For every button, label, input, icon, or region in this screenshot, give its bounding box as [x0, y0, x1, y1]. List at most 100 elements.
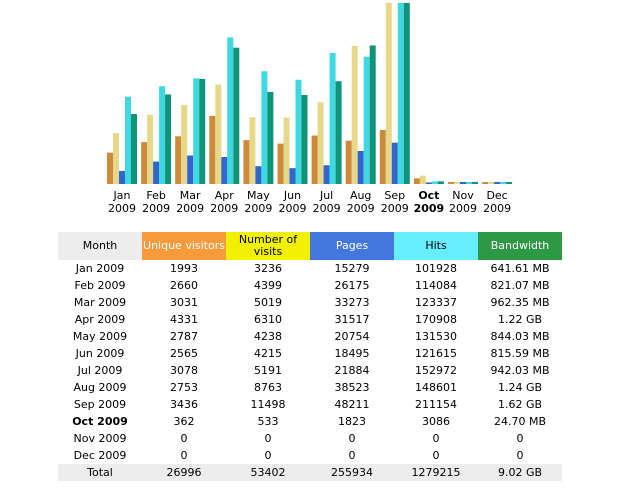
bar — [277, 143, 284, 184]
value-cell: 533 — [257, 415, 279, 428]
table-row: Mar 2009 3031 5019 33273 123337 962.35 MB — [58, 294, 562, 311]
value-cell: 815.59 MB — [490, 347, 550, 360]
value-cell: 5019 — [254, 296, 282, 309]
bar — [329, 52, 336, 184]
bar — [227, 37, 234, 184]
bar — [187, 155, 194, 184]
total-cell: 53402 — [226, 464, 310, 481]
bar — [506, 182, 513, 184]
table-row: Oct 2009 362 533 1823 3086 24.70 MB — [58, 413, 562, 430]
bar — [431, 181, 438, 184]
bar — [482, 182, 489, 184]
value-cell: 101928 — [415, 262, 457, 275]
table-row: Jan 2009 1993 3236 15279 101928 641.61 MB — [58, 260, 562, 277]
bar — [391, 142, 398, 184]
x-tick-label: Aug 2009 — [346, 189, 375, 215]
value-cell: 1.24 GB — [497, 381, 543, 394]
bar — [437, 181, 444, 184]
value-cell: 1.22 GB — [497, 313, 543, 326]
bar — [107, 152, 113, 184]
month-cell: Jun 2009 — [75, 347, 125, 360]
bar — [209, 115, 216, 184]
bar — [159, 86, 166, 184]
month-cell: Apr 2009 — [74, 313, 126, 326]
table-row: Jul 2009 3078 5191 21884 152972 942.03 MB — [58, 362, 562, 379]
value-cell: 942.03 MB — [490, 364, 550, 377]
month-cell: May 2009 — [72, 330, 128, 343]
bar — [147, 114, 154, 184]
bar — [181, 104, 188, 184]
column-header: Pages — [310, 232, 394, 260]
month-cell: Feb 2009 — [74, 279, 126, 292]
total-cell: 26996 — [142, 464, 226, 481]
value-cell: 3086 — [422, 415, 450, 428]
bar — [363, 56, 370, 185]
month-header: Month — [58, 232, 142, 260]
value-cell: 11498 — [250, 398, 286, 411]
x-tick-label: Jul 2009 — [312, 189, 341, 215]
value-cell: 0 — [516, 432, 524, 445]
bar — [119, 170, 125, 184]
value-cell: 121615 — [415, 347, 457, 360]
value-cell: 131530 — [415, 330, 457, 343]
value-cell: 8763 — [254, 381, 282, 394]
month-cell: Aug 2009 — [73, 381, 127, 394]
bar — [261, 71, 268, 184]
bar — [397, 3, 404, 184]
x-tick-label: Mar 2009 — [176, 189, 205, 215]
table-row: May 2009 2787 4238 20754 131530 844.03 MB — [58, 328, 562, 345]
bar — [199, 78, 206, 184]
month-cell: Dec 2009 — [73, 449, 127, 462]
total-label: Total — [58, 464, 142, 481]
month-cell: Jan 2009 — [75, 262, 125, 275]
value-cell: 26175 — [334, 279, 370, 292]
bar — [289, 168, 296, 184]
value-cell: 962.35 MB — [490, 296, 550, 309]
bar — [249, 117, 256, 184]
value-cell: 0 — [180, 432, 188, 445]
month-cell: Oct 2009 — [72, 415, 128, 428]
value-cell: 148601 — [415, 381, 457, 394]
value-cell: 2565 — [170, 347, 198, 360]
value-cell: 4399 — [254, 279, 282, 292]
bar — [454, 182, 460, 184]
value-cell: 1993 — [170, 262, 198, 275]
bar — [141, 142, 148, 184]
value-cell: 4238 — [254, 330, 282, 343]
value-cell: 3078 — [170, 364, 198, 377]
table-row: Apr 2009 4331 6310 31517 170908 1.22 GB — [58, 311, 562, 328]
value-cell: 1823 — [338, 415, 366, 428]
bar — [413, 178, 420, 184]
value-cell: 3436 — [170, 398, 198, 411]
bar — [153, 161, 160, 184]
chart — [107, 3, 513, 185]
value-cell: 3236 — [254, 262, 282, 275]
table-row: Nov 2009 0 0 0 0 0 — [58, 430, 562, 447]
bar — [425, 182, 432, 184]
total-row: Total 26996 53402 255934 1279215 9.02 GB — [58, 464, 562, 481]
table-header: Month Unique visitors Number of visits Pag… — [58, 232, 562, 260]
value-cell: 0 — [264, 432, 272, 445]
value-cell: 38523 — [334, 381, 370, 394]
month-cell: Jul 2009 — [77, 364, 123, 377]
value-cell: 24.70 MB — [493, 415, 547, 428]
value-cell: 2753 — [170, 381, 198, 394]
bar — [283, 117, 290, 184]
value-cell: 48211 — [334, 398, 370, 411]
x-tick-label: Feb 2009 — [142, 189, 171, 215]
value-cell: 170908 — [415, 313, 457, 326]
bar — [295, 79, 302, 184]
bar — [335, 81, 342, 184]
bar — [125, 96, 131, 184]
total-cell: 9.02 GB — [478, 464, 562, 481]
value-cell: 2787 — [170, 330, 198, 343]
value-cell: 0 — [348, 449, 356, 462]
column-header: Hits — [394, 232, 478, 260]
bar — [233, 47, 240, 184]
bar — [267, 91, 274, 184]
x-tick-label: Nov 2009 — [449, 189, 477, 215]
x-tick-label: May 2009 — [244, 189, 273, 215]
value-cell: 20754 — [334, 330, 370, 343]
bar — [311, 135, 318, 184]
